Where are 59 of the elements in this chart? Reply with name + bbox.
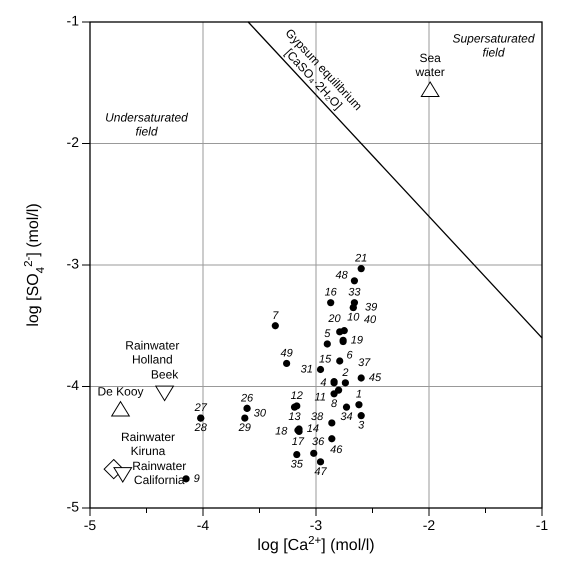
annotation: 27 — [194, 402, 208, 414]
annotation: 10 — [347, 311, 360, 324]
annotation: 11 — [314, 392, 326, 404]
annotation: 45 — [368, 372, 382, 384]
annotation: 35 — [290, 458, 304, 470]
annotation: 26 — [240, 392, 254, 404]
y-tick-label: -4 — [66, 377, 80, 394]
annotation: Rainwater Kiruna — [120, 430, 176, 458]
annotation: 6 — [346, 350, 354, 362]
annotation: 17 — [292, 436, 305, 448]
annotation: 38 — [311, 410, 324, 423]
annotation: 12 — [290, 390, 303, 402]
annotation: 14 — [306, 422, 319, 435]
x-axis-title: log [Ca$^{2+}$] (mol/l) — [257, 535, 375, 554]
y-tick-label: -3 — [66, 256, 80, 272]
x-tick-label: -3 — [310, 517, 322, 533]
annotation: Undersaturated field — [105, 110, 188, 138]
annotation: 39 — [364, 301, 378, 314]
annotation: De Kooy — [97, 384, 144, 399]
annotation: 46 — [330, 444, 344, 456]
annotation: 36 — [312, 436, 326, 448]
annotation: Sea water — [414, 51, 445, 80]
annotation: 8 — [331, 398, 338, 410]
annotation: 18 — [275, 425, 288, 438]
annotation: 28 — [194, 422, 208, 434]
annotation: 30 — [254, 408, 267, 420]
x-tick-label: -1 — [536, 517, 548, 533]
annotation: 1 — [356, 388, 362, 401]
y-tick-label: -2 — [66, 134, 80, 150]
annotation: 49 — [280, 347, 293, 360]
x-tick-label: -5 — [84, 517, 96, 533]
annotation: 2 — [341, 366, 348, 379]
annotation: 13 — [288, 411, 302, 424]
annotation: 16 — [324, 286, 338, 299]
annotation: Beek — [150, 368, 180, 382]
annotation: 21 — [354, 252, 368, 265]
annotation: 19 — [350, 334, 364, 346]
y-tick-label: -5 — [66, 498, 80, 515]
annotation: 20 — [327, 312, 342, 325]
annotation: 4 — [320, 376, 326, 389]
annotation: 40 — [364, 314, 378, 326]
annotation: Rainwater California — [132, 459, 186, 488]
annotation: 7 — [272, 310, 280, 322]
annotation: 48 — [336, 269, 349, 282]
annotation: Supersaturated field — [452, 31, 535, 60]
annotation: 15 — [319, 353, 332, 366]
x-tick-label: -4 — [196, 517, 210, 533]
annotation: 5 — [324, 328, 332, 340]
annotation: 47 — [314, 466, 328, 478]
annotation: 33 — [348, 286, 362, 299]
annotation: Rainwater Holland — [125, 338, 180, 367]
annotation: 31 — [300, 363, 313, 376]
annotation: 29 — [238, 422, 251, 434]
y-tick-label: -1 — [66, 12, 80, 29]
annotation: 3 — [358, 420, 366, 432]
annotation: 37 — [358, 356, 372, 369]
x-tick-label: -2 — [422, 517, 436, 533]
annotation: 9 — [194, 472, 200, 485]
annotation: 34 — [340, 411, 353, 424]
